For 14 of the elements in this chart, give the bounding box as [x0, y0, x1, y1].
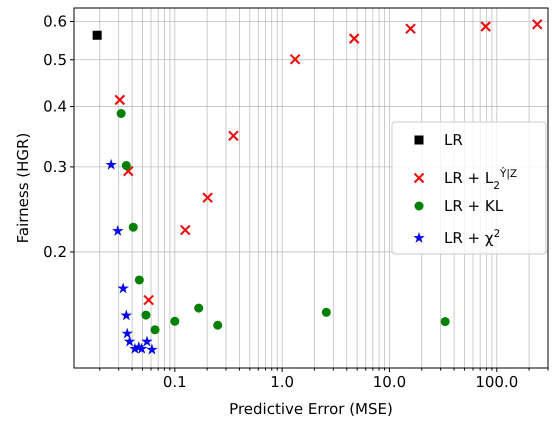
- x-axis-title: Predictive Error (MSE): [229, 400, 393, 418]
- x-tick-label: 0.1: [162, 373, 187, 391]
- y-tick-label: 0.2: [43, 242, 67, 261]
- legend-label: LR: [444, 131, 463, 149]
- y-tick-label: 0.3: [43, 158, 67, 176]
- y-tick-label: 0.6: [43, 12, 67, 31]
- y-axis-title: Fairness (HGR): [14, 132, 32, 244]
- y-tick-label: 0.4: [43, 98, 67, 116]
- x-tick-label: 100.0: [475, 373, 518, 391]
- y-tick-label: 0.5: [43, 50, 67, 69]
- x-tick-label: 10.0: [372, 373, 406, 391]
- x-tick-label: 1.0: [270, 373, 294, 391]
- legend-label: LR + χ$^{2}$: [444, 228, 500, 247]
- legend-label: LR + KL: [444, 197, 504, 215]
